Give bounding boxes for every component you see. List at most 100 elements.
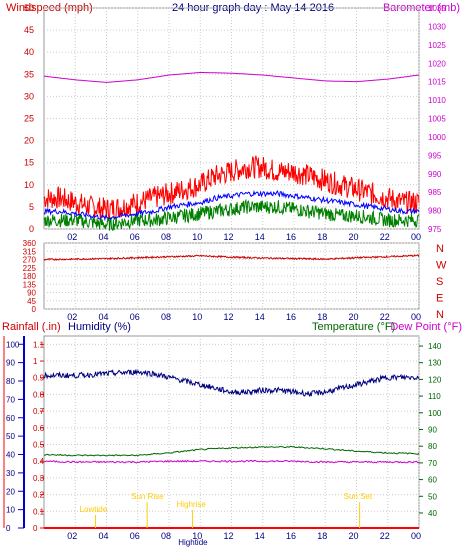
rain-y-tick-label: 0.3: [33, 474, 45, 483]
rain-y-tick-label: 0.8: [33, 390, 45, 399]
wind-x-tick-label: 12: [224, 232, 234, 242]
markers-layer: Lowtide Sun Rise Highrise Hightide Sun Set: [80, 492, 373, 547]
wind-y-tick-label: 50: [24, 3, 34, 13]
humidity-y-tick-label: 30: [6, 469, 15, 478]
dir-compass-label: N: [436, 243, 444, 255]
dir-compass-label: W: [436, 260, 447, 272]
ticks-layer: 02 04 06 08 10 12 14 16 18 20 22 000510152025303540…: [6, 3, 447, 541]
wind-x-tick-label: 22: [380, 232, 390, 242]
wind-y-tick-label: 15: [24, 158, 34, 168]
temp-y-tick-label: 70: [428, 459, 437, 468]
temp-y-tick-label: 80: [428, 442, 437, 451]
lower-x-tick-label: 00: [411, 531, 421, 541]
wind-x-tick-label: 02: [67, 232, 77, 242]
baro-y-tick-label: 1035: [428, 4, 446, 13]
wind-y-tick-label: 35: [24, 69, 34, 79]
wind-y-tick-label: 25: [24, 114, 34, 124]
baro-y-tick-label: 995: [428, 151, 442, 160]
series-layer: [43, 72, 420, 529]
rain-y-tick-label: 0.6: [33, 424, 45, 433]
humidity-y-tick-label: 40: [6, 451, 15, 460]
sunrise-marker-label: Sun Rise: [131, 492, 164, 501]
wind-x-tick-label: 20: [349, 232, 359, 242]
gust-avg-series: [43, 189, 420, 222]
wind-x-tick-label: 00: [411, 232, 421, 242]
wind-low-series: [43, 198, 420, 231]
wind-y-tick-label: 0: [29, 224, 34, 234]
lower-x-tick-label: 16: [286, 531, 296, 541]
hightide-marker-label: Hightide: [178, 538, 208, 547]
dir-x-tick-label: 08: [161, 312, 171, 322]
dir-y-tick-label: 315: [23, 247, 37, 256]
temp-y-tick-label: 90: [428, 425, 437, 434]
lower-x-tick-label: 12: [224, 531, 234, 541]
baro-y-tick-label: 1005: [428, 115, 446, 124]
baro-y-tick-label: 1000: [428, 133, 446, 142]
temp-y-tick-label: 50: [428, 492, 437, 501]
wind-y-tick-label: 5: [29, 202, 34, 212]
wind-x-tick-label: 18: [317, 232, 327, 242]
lower-x-tick-label: 20: [349, 531, 359, 541]
humidity-y-tick-label: 20: [6, 487, 15, 496]
dir-y-tick-label: 135: [23, 280, 37, 289]
dir-x-tick-label: 00: [411, 312, 421, 322]
baro-y-tick-label: 1010: [428, 96, 446, 105]
rainfall-label: Rainfall (.in): [2, 321, 61, 333]
humidity-y-tick-label: 80: [6, 377, 15, 386]
wind-x-tick-label: 16: [286, 232, 296, 242]
dir-x-tick-label: 18: [317, 312, 327, 322]
dir-x-tick-label: 04: [99, 312, 109, 322]
humidity-y-tick-label: 60: [6, 414, 15, 423]
temp-y-tick-label: 100: [428, 409, 442, 418]
highrise-marker-label: Highrise: [176, 500, 206, 509]
dir-y-tick-label: 225: [23, 264, 37, 273]
dir-x-tick-label: 06: [130, 312, 140, 322]
dir-x-tick-label: 20: [349, 312, 359, 322]
wind-y-tick-label: 30: [24, 91, 34, 101]
humidity-series: [43, 368, 420, 397]
barometer-label: Barometer (mb): [383, 2, 460, 14]
baro-y-tick-label: 975: [428, 225, 442, 234]
baro-y-tick-label: 1020: [428, 59, 446, 68]
baro-y-tick-label: 1015: [428, 78, 446, 87]
rain-y-tick-label: 0.1: [33, 507, 45, 516]
wind-y-tick-label: 45: [24, 25, 34, 35]
humidity-y-tick-label: 0: [6, 524, 11, 533]
direction-series: [43, 254, 420, 261]
dir-y-tick-label: 360: [23, 239, 37, 248]
dir-y-tick-label: 0: [32, 305, 37, 314]
rain-y-tick-label: 0.2: [33, 491, 45, 500]
temp-y-tick-label: 40: [428, 509, 437, 518]
temperature-series: [43, 445, 420, 457]
lower-x-tick-label: 14: [255, 531, 265, 541]
dir-y-tick-label: 90: [27, 289, 36, 298]
dir-y-tick-label: 270: [23, 256, 37, 265]
dir-x-tick-label: 16: [286, 312, 296, 322]
humidity-y-tick-label: 10: [6, 506, 15, 515]
rain-y-tick-label: 0.7: [33, 407, 45, 416]
lowtide-marker-label: Lowtide: [80, 505, 108, 514]
rain-y-tick-label: 0.4: [33, 457, 45, 466]
temp-y-tick-label: 140: [428, 342, 442, 351]
rain-y-tick-label: 0.5: [33, 441, 45, 450]
lower-x-tick-label: 08: [161, 531, 171, 541]
humidity-label: Humidity (%): [68, 321, 131, 333]
baro-y-tick-label: 985: [428, 188, 442, 197]
lower-x-tick-label: 22: [380, 531, 390, 541]
temp-y-tick-label: 60: [428, 476, 437, 485]
baro-y-tick-label: 990: [428, 170, 442, 179]
wind-x-tick-label: 10: [192, 232, 202, 242]
humidity-y-tick-label: 70: [6, 395, 15, 404]
rain-y-tick-label: 0: [33, 524, 38, 533]
temp-y-tick-label: 110: [428, 392, 441, 401]
rain-y-tick-label: 1.1: [33, 340, 45, 349]
baro-y-tick-label: 980: [428, 207, 442, 216]
lower-x-tick-label: 18: [317, 531, 327, 541]
dir-x-tick-label: 02: [67, 312, 77, 322]
rain-y-tick-label: 1: [33, 357, 38, 366]
lower-x-tick-label: 02: [67, 531, 77, 541]
wind-y-tick-label: 40: [24, 47, 34, 57]
dir-compass-label: S: [436, 276, 443, 288]
